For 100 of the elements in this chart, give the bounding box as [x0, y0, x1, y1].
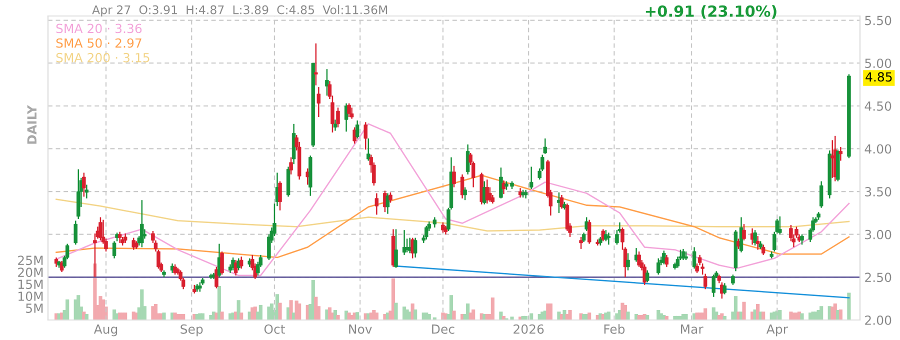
candlestick	[502, 180, 506, 195]
text: DAILY	[27, 104, 36, 144]
candlestick	[347, 102, 351, 118]
candlestick	[466, 144, 470, 176]
bar	[820, 306, 824, 320]
bar	[606, 312, 610, 320]
candlestick	[333, 118, 338, 132]
candlestick	[441, 222, 445, 234]
candlestick	[637, 250, 641, 268]
candlestick	[463, 186, 467, 201]
y2-tick-label: 10M	[18, 292, 43, 301]
candlestick	[460, 174, 464, 200]
candlestick	[355, 120, 360, 140]
x-tick-label: Apr	[766, 324, 788, 336]
candlestick	[742, 223, 746, 241]
bar	[394, 302, 398, 320]
bar	[414, 309, 418, 320]
bar	[800, 313, 804, 320]
candlestick	[452, 165, 456, 188]
candlestick	[289, 156, 293, 176]
candlestick	[756, 235, 760, 250]
text: SMA 50 · 2.97	[56, 38, 142, 48]
y-tick-label: 5.00	[865, 58, 892, 68]
bar	[838, 309, 842, 320]
bar	[124, 312, 128, 320]
candlestick	[54, 256, 58, 268]
x-tick-label: Oct	[264, 324, 285, 334]
candlestick	[731, 274, 735, 286]
candlestick	[74, 220, 78, 246]
annotation: Apr 27 O:3.91 H:4.87 L:3.89 C:4.85 Vol:11.36M	[92, 5, 388, 17]
candlestick	[82, 172, 86, 198]
candlestick	[579, 236, 583, 250]
bar	[452, 310, 456, 320]
line-series	[56, 123, 850, 276]
candlestick	[587, 219, 592, 244]
x-tick-label: Dec	[432, 324, 454, 334]
candlestick	[173, 264, 177, 276]
x-tick-label: Feb	[604, 324, 625, 334]
candlestick	[560, 194, 564, 210]
candlestick	[753, 229, 757, 246]
bar	[427, 314, 431, 320]
bar	[374, 312, 378, 320]
bar	[490, 298, 494, 320]
bar	[472, 309, 476, 320]
y-tick-label: 3.50	[865, 187, 892, 196]
candlestick	[316, 86, 321, 118]
y-tick-label: 5.50	[865, 16, 892, 26]
candlestick	[140, 199, 144, 248]
candlestick	[220, 250, 224, 276]
bar	[84, 314, 88, 320]
bar	[742, 302, 746, 320]
candlestick	[112, 240, 116, 259]
candlestick	[98, 216, 102, 241]
candlestick	[386, 192, 390, 214]
annotation: +0.91 (23.10%)	[646, 5, 776, 19]
bar	[182, 314, 186, 320]
candlestick	[604, 229, 608, 242]
y-tick-label: 2.00	[865, 315, 892, 325]
x-tick-label: Mar	[680, 324, 704, 334]
bar	[778, 310, 782, 320]
candlestick	[712, 274, 716, 298]
text: SMA 200 · 3.15	[56, 52, 150, 62]
candlestick	[499, 166, 503, 200]
candlestick	[413, 237, 418, 258]
candlestick	[364, 122, 368, 150]
bar	[220, 312, 224, 320]
candlestick	[529, 166, 534, 190]
bar	[66, 299, 70, 320]
y-tick-label: 4.50	[864, 101, 892, 111]
candlestick	[424, 225, 428, 240]
candlestick	[485, 178, 490, 204]
bar	[278, 302, 282, 320]
candlestick	[626, 252, 630, 271]
candlestick	[325, 68, 329, 96]
bar	[356, 312, 360, 320]
bar	[162, 312, 166, 320]
bar	[240, 312, 244, 320]
bar	[704, 308, 708, 320]
candlestick	[601, 228, 606, 242]
candlestick	[214, 266, 218, 289]
text: SMA 20 · 3.36	[56, 24, 142, 34]
x-tick-label: Nov	[349, 324, 372, 334]
candlestick	[642, 264, 646, 286]
candlestick	[656, 258, 660, 276]
line-series	[56, 174, 850, 258]
candlestick	[366, 138, 370, 162]
candlestick	[645, 270, 650, 283]
candlestick	[819, 180, 824, 208]
candlestick	[582, 232, 586, 243]
bar	[568, 310, 572, 320]
candlestick	[838, 146, 843, 162]
bar	[548, 303, 552, 320]
x-tick-label: Aug	[94, 324, 118, 336]
bar	[258, 304, 262, 320]
candlestick	[314, 42, 318, 86]
candlestick	[394, 228, 398, 268]
x-tick-label: 2026	[514, 324, 544, 334]
bar	[847, 292, 851, 320]
candlestick	[374, 192, 379, 216]
text: 4.85	[866, 72, 892, 82]
